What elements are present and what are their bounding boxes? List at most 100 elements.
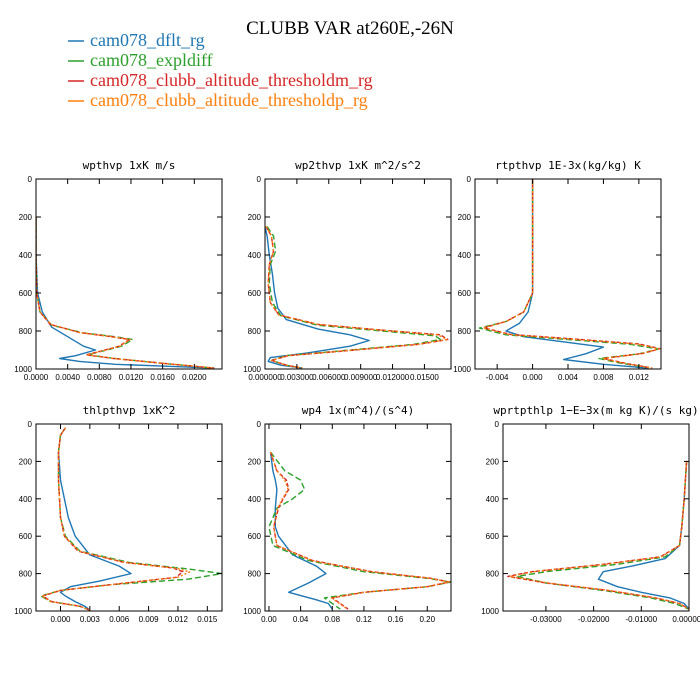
x-tick-label: 0.003 [80, 615, 101, 624]
panel-title: rtpthvp 1E-3x(kg/kg) K [495, 159, 641, 172]
y-tick-label: 0 [257, 420, 262, 429]
panel-4: thlpthvp 1xK^2 0.000 0.003 0.006 0.009 0.012 0… [14, 404, 223, 624]
x-tick-label: 0.008 [593, 373, 614, 382]
series-line-cam078-clubb-altitude-thresholdm-rg [36, 217, 215, 369]
series-line-cam078-clubb-altitude-thresholdp-rg [36, 217, 215, 369]
legend-label-cam078-clubb-altitude-thresholdp-rg: cam078_clubb_altitude_thresholdp_rg [90, 90, 368, 110]
y-tick-label: 800 [486, 570, 500, 579]
y-tick-label: 600 [458, 289, 472, 298]
y-tick-label: 200 [19, 213, 33, 222]
y-tick-label: 800 [248, 327, 262, 336]
y-tick-label: 1000 [14, 365, 32, 374]
series-line-cam078-dflt-rg [597, 461, 689, 610]
y-tick-label: 800 [19, 570, 33, 579]
legend: cam078_dflt_rgcam078_expldiffcam078_club… [68, 30, 373, 110]
y-tick-label: 1000 [243, 365, 261, 374]
y-tick-label: 0 [28, 175, 33, 184]
series-line-cam078-dflt-rg [36, 217, 215, 369]
series-line-cam078-expldiff [478, 179, 659, 369]
plot-frame [474, 178, 662, 370]
x-tick-label: -0.02000 [578, 615, 610, 624]
series-line-cam078-clubb-altitude-thresholdm-rg [269, 451, 451, 610]
x-tick-label: 0.006 [109, 615, 130, 624]
y-tick-label: 200 [486, 457, 500, 466]
y-tick-label: 600 [248, 532, 262, 541]
series-line-cam078-dflt-rg [265, 226, 370, 369]
y-tick-label: 1000 [243, 607, 261, 616]
y-tick-label: 800 [458, 327, 472, 336]
panel-title: thlpthvp 1xK^2 [83, 404, 176, 417]
panel-3: rtpthvp 1E-3x(kg/kg) K -0.004 0.000 0.004 0.… [453, 159, 662, 382]
x-tick-label: 0.0080 [87, 373, 112, 382]
y-tick-label: 400 [19, 251, 33, 260]
y-tick-label: 200 [248, 457, 262, 466]
y-tick-label: 0 [28, 420, 33, 429]
plot-frame [35, 423, 223, 612]
x-tick-label: -0.03000 [530, 615, 562, 624]
y-tick-label: 600 [486, 532, 500, 541]
y-tick-label: 1000 [481, 607, 499, 616]
panel-title: wprtpthlp 1−E−3x(m kg K)/(s kg) [493, 404, 698, 417]
y-tick-label: 0 [257, 175, 262, 184]
series-line-cam078-clubb-altitude-thresholdp-rg [482, 179, 660, 369]
y-tick-label: 200 [458, 213, 472, 222]
x-tick-label: 0.0160 [150, 373, 175, 382]
y-tick-label: 400 [458, 251, 472, 260]
y-tick-label: 400 [486, 495, 500, 504]
panel-2: wp2thvp 1xK m^2/s^2 0.0000000.0030000.006… [243, 159, 452, 382]
y-tick-label: 0 [495, 420, 500, 429]
legend-label-cam078-expldiff: cam078_expldiff [90, 50, 213, 70]
y-tick-label: 600 [248, 289, 262, 298]
x-tick-label: -0.004 [486, 373, 509, 382]
series-line-cam078-dflt-rg [57, 427, 132, 611]
x-tick-label: 0.004 [558, 373, 579, 382]
series-line-cam078-dflt-rg [269, 452, 333, 610]
panel-6: wprtpthlp 1−E−3x(m kg K)/(s kg) -0.03000 -… [481, 404, 700, 624]
x-tick-label: 0.000000 [672, 615, 700, 624]
y-tick-label: 400 [19, 495, 33, 504]
legend-label-cam078-dflt-rg: cam078_dflt_rg [90, 30, 205, 50]
x-tick-label: 0.0040 [55, 373, 80, 382]
y-tick-label: 600 [19, 532, 33, 541]
y-tick-label: 0 [467, 175, 472, 184]
y-tick-label: 1000 [453, 365, 471, 374]
x-tick-label: 0.0200 [182, 373, 207, 382]
series-line-cam078-clubb-altitude-thresholdp-rg [509, 461, 689, 610]
x-tick-label: 0.0000 [24, 373, 49, 382]
series-line-cam078-expldiff [268, 451, 451, 610]
series-line-cam078-expldiff [516, 461, 689, 610]
x-tick-label: 0.012 [629, 373, 650, 382]
x-tick-label: 0.006000 [312, 373, 346, 382]
plot-frame [35, 178, 223, 370]
series-line-cam078-clubb-altitude-thresholdp-rg [269, 451, 450, 610]
y-tick-label: 200 [248, 213, 262, 222]
series-line-cam078-clubb-altitude-thresholdm-rg [507, 461, 689, 610]
y-tick-label: 200 [19, 457, 33, 466]
x-tick-label: 0.01500 [410, 373, 439, 382]
plot-frame [502, 423, 690, 612]
x-tick-label: 0.009000 [344, 373, 378, 382]
y-tick-label: 600 [19, 289, 33, 298]
x-tick-label: 0.0120 [119, 373, 144, 382]
y-tick-label: 400 [248, 251, 262, 260]
series-line-cam078-clubb-altitude-thresholdp-rg [265, 226, 448, 369]
y-tick-label: 400 [248, 495, 262, 504]
panels: wpthvp 1xK m/s0.0000 0.0040 0.0080 0.0120 0.… [14, 159, 700, 624]
series-line-cam078-expldiff [266, 226, 442, 369]
legend-label-cam078-clubb-altitude-thresholdm-rg: cam078_clubb_altitude_thresholdm_rg [90, 70, 373, 90]
x-tick-label: 0.000 [523, 373, 544, 382]
series-line-cam078-clubb-altitude-thresholdm-rg [265, 226, 449, 369]
y-tick-label: 800 [248, 570, 262, 579]
plot-frame [264, 423, 452, 612]
x-tick-label: 0.16 [388, 615, 404, 624]
y-tick-label: 1000 [14, 607, 32, 616]
x-tick-label: 0.003000 [280, 373, 314, 382]
series-line-cam078-clubb-altitude-thresholdp-rg [41, 427, 191, 611]
x-tick-label: 0.00 [261, 615, 277, 624]
x-tick-label: 0.015 [197, 615, 218, 624]
plot-frame [264, 178, 452, 370]
x-tick-label: 0.012 [168, 615, 189, 624]
x-tick-label: 0.000000 [248, 373, 282, 382]
x-tick-label: 0.012000 [376, 373, 410, 382]
